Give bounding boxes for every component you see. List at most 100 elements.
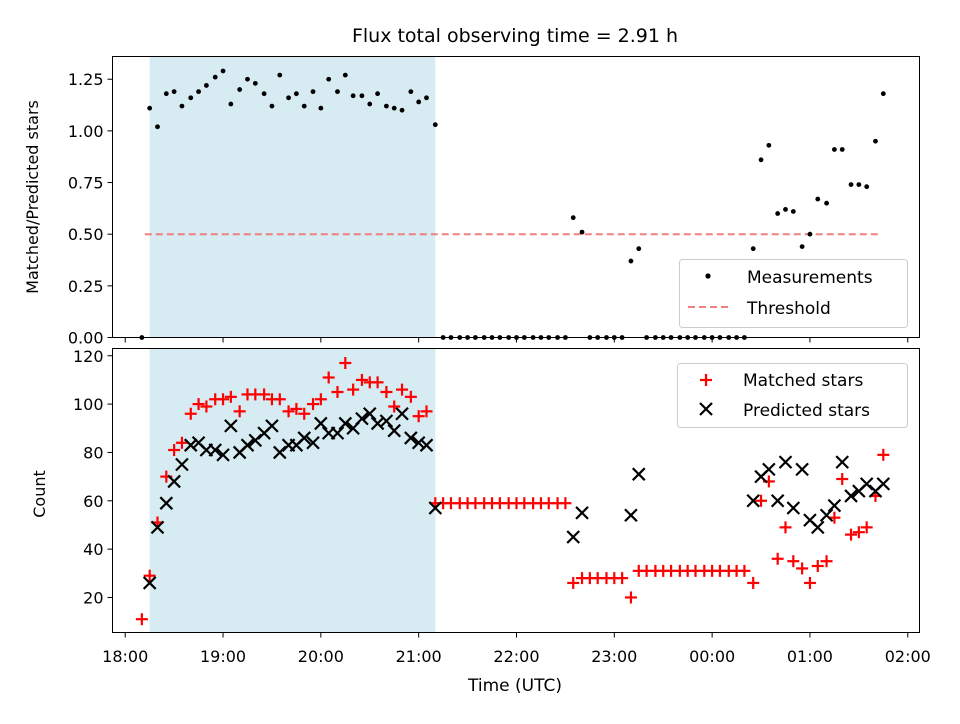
measurement-point	[848, 182, 854, 188]
xtick-label: 01:00	[787, 647, 833, 666]
top-ytick-label: 0.25	[68, 277, 104, 296]
matched-stars-point	[380, 386, 393, 399]
predicted-stars-point	[297, 431, 312, 445]
measurement-point	[416, 99, 422, 105]
predicted-stars-point	[566, 530, 581, 544]
bottom-ytick-label: 60	[83, 492, 103, 511]
xtick-label: 23:00	[591, 647, 637, 666]
predicted-stars-point	[411, 435, 426, 450]
bottom-ytick-label: 120	[73, 347, 104, 366]
measurement-point	[783, 206, 788, 212]
measurement-point	[171, 89, 177, 95]
matched-stars-point	[258, 388, 271, 401]
matched-stars-point	[143, 569, 156, 582]
predicted-stars-point	[746, 493, 760, 508]
top-ytick-label: 0.75	[68, 174, 104, 193]
matched-stars-point	[811, 560, 824, 573]
matched-stars-point	[347, 383, 360, 396]
matched-stars-point	[273, 393, 286, 406]
measurement-point	[824, 200, 829, 206]
predicted-stars-point	[395, 406, 409, 421]
matched-stars-point	[803, 576, 816, 589]
matched-stars-point	[314, 393, 327, 406]
matched-stars-point	[282, 405, 295, 418]
matched-stars-point	[217, 393, 230, 406]
predicted-stars-point	[175, 457, 189, 472]
bottom-observing-span	[149, 348, 436, 633]
measurement-point	[237, 87, 243, 92]
matched-stars-point	[860, 521, 873, 534]
measurement-point	[212, 74, 218, 80]
matched-stars-point	[845, 528, 858, 541]
top-ylabel: Matched/Predicted stars	[23, 100, 42, 294]
matched-stars-point	[420, 405, 433, 418]
bottom-ylabel: Count	[30, 470, 49, 518]
predicted-stars-point	[404, 431, 418, 445]
top-ytick-label: 0.00	[68, 329, 104, 348]
predicted-stars-point	[419, 438, 434, 452]
matched-stars-point	[779, 521, 792, 534]
predicted-stars-point	[379, 414, 394, 428]
predicted-stars-point	[624, 508, 638, 523]
measurement-point	[391, 105, 397, 111]
predicted-stars-point	[330, 426, 345, 440]
measurement-point	[839, 147, 845, 152]
matched-stars-point	[412, 410, 425, 423]
matched-stars-point	[233, 405, 246, 418]
matched-stars-point	[322, 371, 335, 384]
matched-stars-point	[192, 398, 205, 411]
matched-stars-point	[787, 555, 800, 568]
xtick-label: 18:00	[102, 647, 148, 666]
measurement-point	[399, 107, 405, 113]
predicted-stars-point	[770, 493, 785, 508]
measurement-point	[424, 95, 429, 101]
measurement-point	[155, 124, 160, 130]
predicted-stars-point	[428, 501, 443, 515]
predicted-stars-point	[240, 438, 255, 452]
measurement-point	[408, 89, 414, 95]
measurement-point	[383, 103, 389, 109]
predicted-stars-point	[338, 416, 353, 431]
measurement-point	[196, 89, 201, 95]
measurement-point	[880, 91, 886, 97]
predicted-stars-point	[762, 462, 776, 477]
measurement-point	[220, 68, 226, 74]
matched-stars-point	[168, 444, 181, 457]
measurement-point	[350, 93, 356, 99]
predicted-stars-point	[362, 406, 377, 421]
measurement-point	[766, 142, 772, 148]
matched-stars-point	[307, 398, 320, 411]
matched-stars-point	[290, 402, 303, 415]
matched-stars-point	[298, 407, 311, 420]
measurement-point	[579, 229, 585, 235]
legend-matched-label: Matched stars	[743, 371, 863, 391]
predicted-stars-point	[150, 520, 165, 535]
matched-stars-point	[877, 448, 890, 461]
measurement-point	[163, 91, 169, 97]
xtick-label: 00:00	[689, 647, 735, 666]
measurement-point	[286, 95, 291, 101]
measurement-point	[570, 215, 576, 221]
measurement-point	[269, 103, 275, 109]
predicted-stars-point	[387, 423, 401, 438]
matched-stars-point	[771, 552, 784, 565]
predicted-stars-point	[167, 474, 181, 489]
legend-predicted-label: Predicted stars	[743, 401, 870, 421]
matched-stars-point	[755, 494, 768, 507]
bottom-legend: Matched stars Predicted stars	[677, 363, 908, 428]
measurement-point	[758, 157, 764, 163]
measurement-point	[228, 101, 234, 107]
predicted-stars-point	[208, 443, 222, 457]
legend-measurements-marker	[705, 273, 711, 279]
predicted-stars-point	[575, 506, 589, 520]
measurement-point	[775, 211, 781, 216]
predicted-stars-point	[844, 489, 858, 503]
top-observing-span	[149, 56, 436, 338]
measurement-point	[359, 93, 365, 99]
predicted-stars-point	[265, 419, 279, 433]
predicted-stars-point	[876, 477, 891, 491]
measurement-point	[628, 258, 634, 264]
matched-stars-point	[371, 376, 384, 389]
matched-stars-point	[355, 373, 368, 386]
